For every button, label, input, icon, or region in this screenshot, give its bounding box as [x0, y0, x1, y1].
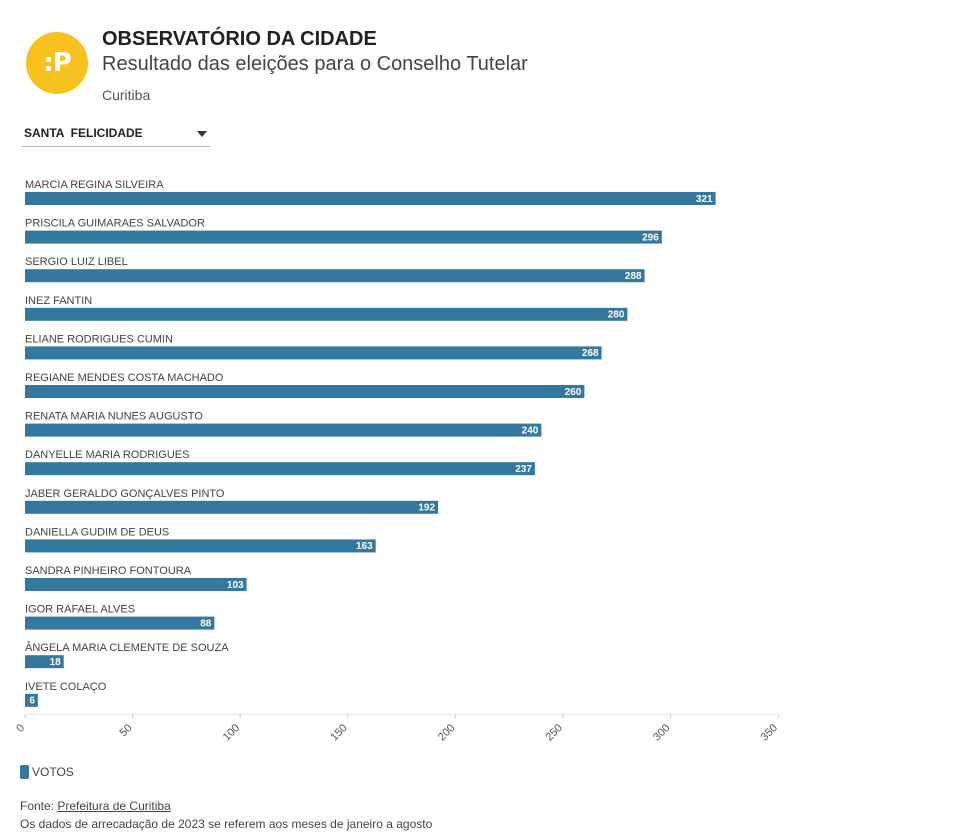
x-tick-label: 300: [651, 722, 672, 743]
category-label: IGOR RAFAEL ALVES: [25, 604, 135, 616]
bar: [25, 578, 247, 591]
bar-chart: MARCIA REGINA SILVEIRA 321 PRISCILA GUIMAR…: [14, 179, 780, 744]
bar: [25, 192, 716, 205]
x-tick-label: 50: [118, 722, 135, 739]
place-label: Curitiba: [102, 87, 151, 103]
source-prefix: Fonte:: [20, 799, 55, 813]
footer-note: Os dados de arrecadação de 2023 se refer…: [20, 817, 433, 831]
category-label: MARCIA REGINA SILVEIRA: [25, 179, 164, 191]
chevron-down-icon: [197, 131, 207, 137]
chart-subtitle: Resultado das eleições para o Conselho T…: [102, 53, 528, 75]
bar: [25, 423, 542, 437]
data-label: 237: [515, 464, 532, 475]
bar: [25, 230, 662, 244]
bar: [25, 346, 602, 360]
x-tick-label: 100: [221, 722, 242, 743]
chart-title: OBSERVATÓRIO DA CIDADE: [102, 28, 377, 50]
bar: [25, 655, 64, 669]
data-label: 260: [565, 387, 582, 398]
logo-text: :P: [43, 48, 71, 78]
legend-label: VOTOS: [32, 765, 74, 779]
bar: [25, 539, 376, 553]
x-tick-label: 0: [14, 722, 27, 735]
data-label: 192: [418, 503, 435, 514]
category-label: SANDRA PINHEIRO FONTOURA: [25, 565, 192, 577]
x-tick-label: 150: [328, 722, 349, 743]
bar: [25, 385, 585, 398]
data-label: 18: [50, 657, 62, 668]
category-label: REGIANE MENDES COSTA MACHADO: [25, 372, 224, 384]
category-label: DANYELLE MARIA RODRIGUES: [25, 449, 189, 461]
bar: [25, 307, 628, 321]
data-label: 240: [522, 425, 539, 436]
category-label: SERGIO LUIZ LIBEL: [25, 256, 128, 268]
source-link[interactable]: Prefeitura de Curitiba: [57, 799, 171, 813]
legend-swatch: [20, 765, 29, 779]
bar: [25, 500, 439, 514]
data-label: 163: [356, 541, 373, 552]
observatorio-logo: :P: [26, 32, 88, 94]
bar: [25, 462, 535, 476]
data-label: 296: [642, 232, 659, 243]
category-label: RENATA MARIA NUNES AUGUSTO: [25, 411, 203, 423]
chart-legend: VOTOS: [20, 765, 74, 779]
region-dropdown[interactable]: SANTA FELICIDADE: [21, 122, 211, 147]
data-label: 6: [29, 696, 35, 707]
data-label: 321: [696, 194, 713, 205]
source-line: Fonte: Prefeitura de Curitiba: [20, 797, 432, 815]
chart-header: :P OBSERVATÓRIO DA CIDADE Resultado das …: [26, 28, 926, 108]
category-label: DANIELLA GUDIM DE DEUS: [25, 526, 169, 538]
bar: [25, 616, 215, 630]
category-label: ELIANE RODRIGUES CUMIN: [25, 333, 173, 345]
data-label: 280: [608, 310, 625, 321]
data-label: 103: [227, 580, 244, 591]
x-tick-label: 250: [544, 722, 565, 743]
category-label: JABER GERALDO GONÇALVES PINTO: [25, 488, 225, 500]
x-tick-label: 200: [436, 722, 457, 743]
bar: [25, 693, 38, 707]
chart-footer: Fonte: Prefeitura de Curitiba Os dados d…: [20, 797, 432, 833]
category-label: PRISCILA GUIMARAES SALVADOR: [25, 218, 205, 230]
data-label: 268: [582, 348, 599, 359]
x-tick-label: 350: [759, 722, 780, 743]
region-dropdown-value: SANTA FELICIDADE: [24, 126, 143, 140]
category-label: INEZ FANTIN: [25, 295, 92, 307]
category-label: IVETE COLAÇO: [25, 681, 107, 693]
bar: [25, 269, 645, 283]
data-label: 88: [200, 618, 212, 629]
category-label: ÂNGELA MARIA CLEMENTE DE SOUZA: [25, 641, 229, 654]
data-label: 288: [625, 271, 642, 282]
